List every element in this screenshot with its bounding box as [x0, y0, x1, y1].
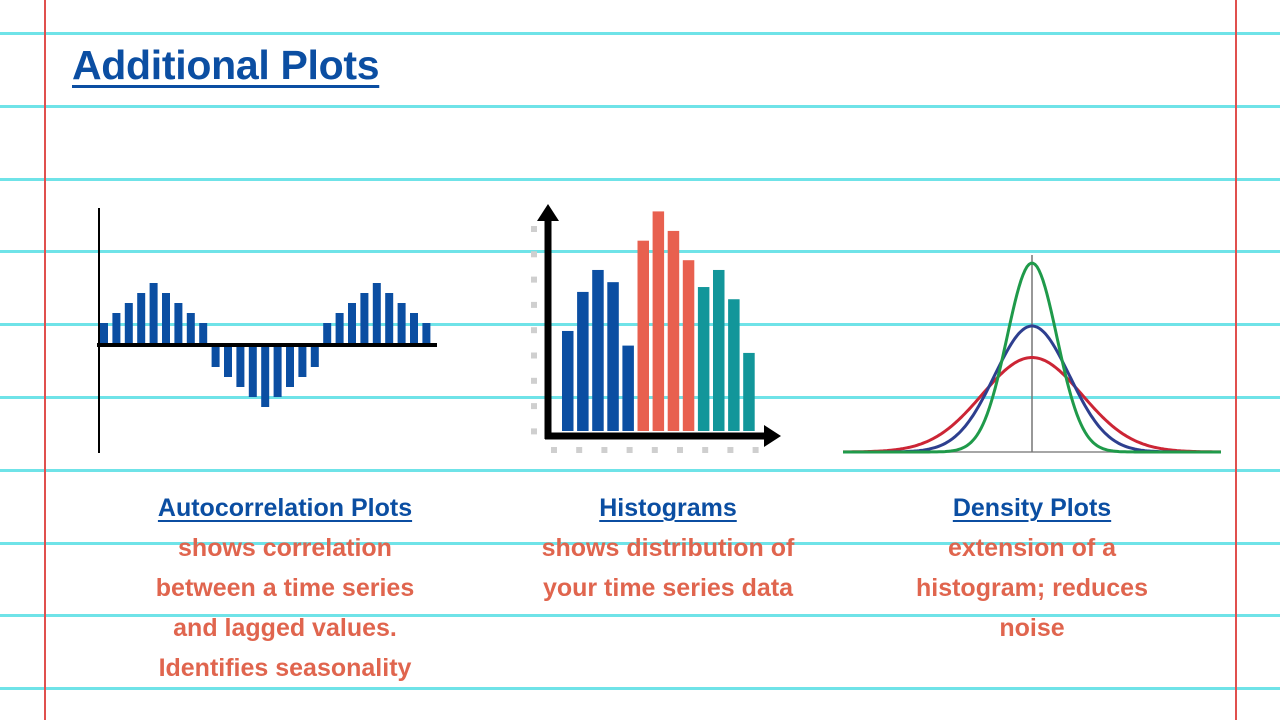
- density-illustration: [843, 255, 1221, 454]
- acf-bar: [149, 283, 158, 345]
- histogram-bar: [713, 269, 725, 431]
- caption-line: histogram; reduces: [915, 574, 1148, 602]
- tick-mark: [531, 276, 537, 283]
- acf-bar: [261, 345, 270, 407]
- density-curve-red: [843, 356, 1221, 454]
- tick-mark: [531, 428, 537, 435]
- tick-mark: [531, 251, 537, 258]
- histogram-bar: [577, 291, 589, 431]
- acf-bar: [124, 303, 133, 345]
- autocorrelation-illustration: [97, 208, 437, 453]
- caption-heading: Density Plots: [952, 494, 1112, 522]
- tick-mark: [651, 447, 658, 453]
- acf-bar: [248, 345, 257, 397]
- caption-autocorrelation: Autocorrelation Plots shows correlation …: [75, 488, 495, 688]
- tick-mark: [531, 226, 537, 232]
- tick-mark: [531, 352, 537, 359]
- caption-line: extension of a: [947, 534, 1117, 562]
- caption-line: noise: [999, 614, 1065, 642]
- ruled-line: [0, 104, 1280, 108]
- tick-mark: [531, 327, 537, 334]
- caption-line: and lagged values.: [173, 614, 397, 642]
- acf-bar: [162, 293, 170, 345]
- tick-mark: [576, 447, 583, 453]
- acf-bar: [397, 303, 406, 345]
- acf-bar: [360, 293, 369, 345]
- left-margin-line: [44, 0, 46, 720]
- ruled-line: [0, 32, 1280, 35]
- acf-bar: [348, 303, 356, 345]
- histogram-bar: [728, 299, 740, 431]
- tick-mark: [702, 447, 709, 453]
- acf-bar: [174, 303, 183, 345]
- caption-line: between a time series: [155, 574, 415, 602]
- acf-bar: [100, 323, 108, 345]
- acf-bar: [335, 313, 344, 345]
- acf-bar: [372, 283, 381, 345]
- tick-mark: [727, 447, 734, 453]
- acf-bar: [385, 293, 394, 345]
- tick-mark: [531, 377, 537, 384]
- tick-mark: [752, 447, 759, 453]
- histogram-bar: [637, 240, 649, 431]
- caption-line: Identifies seasonality: [158, 654, 412, 682]
- acf-bar: [236, 345, 245, 387]
- acf-bar: [410, 313, 418, 345]
- acf-bar: [422, 323, 431, 345]
- caption-density-plots: Density Plots extension of a histogram; …: [822, 488, 1242, 648]
- histogram-bar: [667, 230, 680, 431]
- arrow-up-icon: [537, 204, 559, 221]
- acf-bar: [199, 323, 208, 345]
- histogram-illustration: [531, 204, 781, 453]
- histogram-bar: [562, 330, 574, 431]
- histogram-bar: [607, 282, 619, 431]
- acf-bar: [186, 313, 195, 345]
- caption-line: shows correlation: [178, 534, 392, 562]
- caption-histograms: Histograms shows distribution of your ti…: [458, 488, 878, 608]
- acf-bar: [298, 345, 307, 377]
- histogram-bar: [592, 269, 604, 431]
- acf-bar: [224, 345, 232, 377]
- ruled-line: [0, 468, 1280, 472]
- acf-bar: [310, 345, 319, 367]
- acf-bar: [273, 345, 282, 397]
- histogram-bar: [652, 211, 665, 431]
- tick-mark: [531, 403, 537, 410]
- tick-mark: [626, 447, 633, 453]
- caption-line: your time series data: [542, 574, 794, 602]
- arrow-right-icon: [764, 425, 781, 447]
- histogram-bar: [697, 287, 710, 431]
- ruled-line: [0, 541, 1280, 545]
- page-title: Additional Plots: [72, 42, 380, 88]
- caption-heading: Histograms: [599, 494, 737, 522]
- tick-mark: [531, 301, 537, 308]
- tick-mark: [551, 447, 557, 453]
- acf-bar: [112, 313, 121, 345]
- acf-bar: [137, 293, 146, 345]
- histogram-bar: [682, 260, 695, 431]
- histogram-bar: [622, 345, 634, 431]
- density-curve-green: [843, 261, 1221, 454]
- caption-line: shows distribution of: [541, 534, 795, 562]
- tick-mark: [677, 447, 683, 453]
- histogram-bar: [743, 352, 755, 431]
- caption-heading: Autocorrelation Plots: [157, 494, 413, 522]
- ruled-line: [0, 687, 1280, 691]
- right-margin-line: [1235, 0, 1237, 720]
- ruled-line: [0, 614, 1280, 618]
- acf-bar: [211, 345, 220, 367]
- acf-bar: [323, 323, 332, 345]
- tick-mark: [601, 447, 608, 453]
- acf-bar: [286, 345, 294, 387]
- ruled-line: [0, 177, 1280, 181]
